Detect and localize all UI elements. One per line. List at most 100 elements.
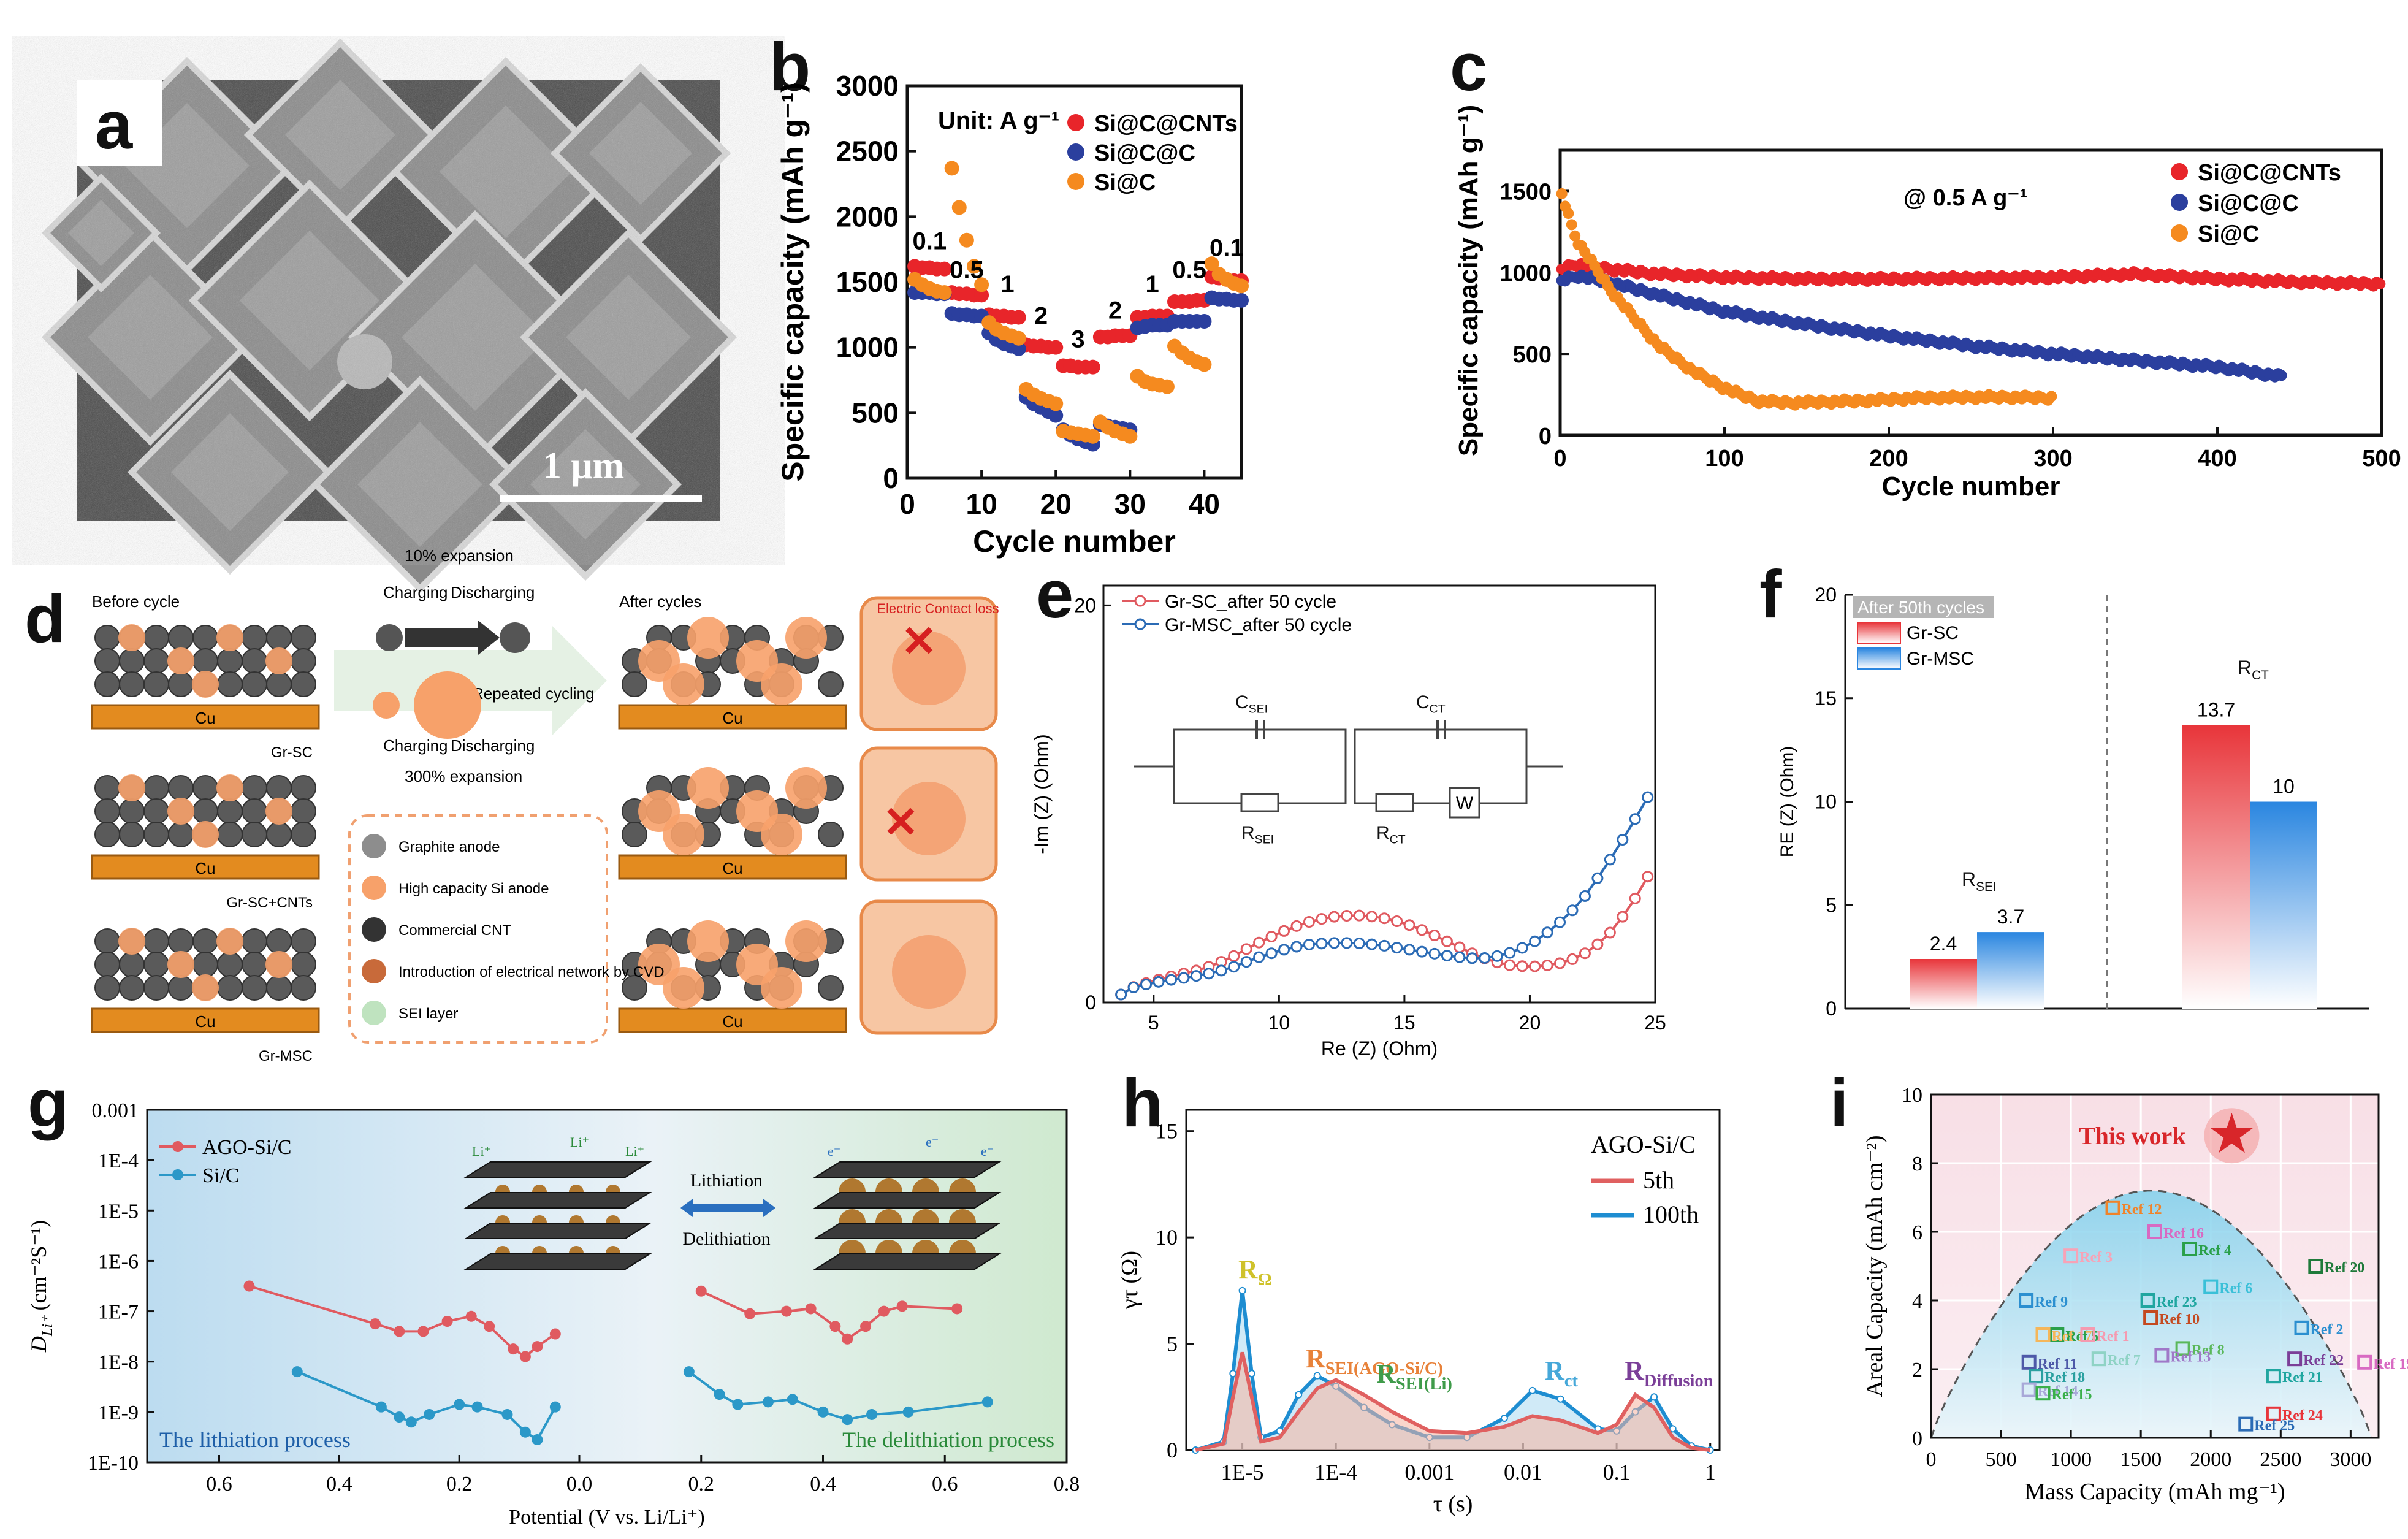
x-tick-label: 3000: [2330, 1448, 2371, 1471]
data-point: [1516, 960, 1528, 972]
x-tick-label: 2000: [2190, 1448, 2231, 1471]
y-axis-label: RE (Z) (Ohm): [1777, 746, 1797, 858]
process-left: The lithiation process: [159, 1427, 351, 1452]
legend-title: After 50th cycles: [1857, 598, 1984, 617]
data-point-marker: [2105, 1200, 2120, 1215]
data-point-label: Ref 3: [2079, 1250, 2113, 1266]
y-tick-label: 0: [1085, 991, 1096, 1014]
copper-foil: [618, 854, 847, 880]
data-point: [1341, 937, 1353, 949]
x-tick-label: 20: [1040, 488, 1072, 520]
data-point: [1566, 953, 1579, 965]
si-particle: [216, 928, 243, 955]
data-point: [532, 1434, 543, 1446]
data-point-Si@C: [937, 285, 952, 300]
graphite-particle: [622, 975, 647, 1001]
y-tick-label: 1E-8: [98, 1351, 139, 1374]
repeated-cycling: Repeated cycling: [472, 684, 594, 703]
graphene-layer: [813, 1253, 1002, 1270]
data-point-Si@C: [944, 161, 959, 176]
data-point: [454, 1399, 465, 1410]
panel-label-h: h: [1122, 1066, 1164, 1141]
sample-name: Gr-MSC: [259, 1048, 313, 1064]
legend-label: Gr-MSC: [1907, 649, 1974, 669]
x-tick-label: 20: [1519, 1012, 1541, 1034]
legend-title: AGO-Si/C: [1591, 1131, 1696, 1158]
graphite-particle: [818, 975, 844, 1001]
data-point-marker: [2266, 1406, 2281, 1421]
y-axis-label: -Im (Z) (Ohm): [1031, 734, 1053, 854]
data-point: [471, 1401, 483, 1413]
data-point: [1290, 941, 1303, 953]
data-point: [1127, 981, 1140, 993]
panel-label-e: e: [1036, 557, 1074, 632]
y-tick-label: 1E-4: [98, 1150, 139, 1172]
discharging-label: Discharging: [451, 583, 535, 601]
data-point: [1253, 936, 1265, 949]
data-point: [1566, 904, 1579, 917]
legend-title-bg: [1853, 596, 1994, 618]
data-point: [860, 1321, 872, 1332]
data-point-label: Ref 21: [2282, 1370, 2323, 1386]
data-point: [1140, 979, 1153, 991]
plot-frame: [1558, 148, 2383, 437]
data-point-label: Ref 25: [2254, 1418, 2295, 1434]
legend-label: Gr-MSC_after 50 cycle: [1165, 615, 1352, 635]
annotation: @ 0.5 A g⁻¹: [1903, 185, 2027, 211]
y-tick-label: 3000: [836, 70, 899, 102]
data-point-Si@C: [1085, 429, 1100, 444]
x-axis-label: Cycle number: [1882, 472, 2060, 502]
y-tick-label: 2000: [836, 200, 899, 232]
legend-label: Si@C: [2198, 221, 2259, 247]
zoom-particle: [892, 782, 966, 855]
si-particle: [167, 647, 194, 674]
y-tick-label: 15: [1815, 687, 1837, 709]
data-point-label: Ref 24: [2282, 1408, 2323, 1424]
panel-label-d: d: [25, 581, 66, 657]
si-particle: [216, 774, 243, 801]
graphite-particle: [818, 822, 844, 847]
si-particle: [265, 798, 292, 825]
data-point: [508, 1343, 519, 1355]
x-tick-label: 1E-4: [1314, 1460, 1357, 1484]
data-point-marker: [2357, 1354, 2372, 1370]
y-tick-label: 20: [1815, 584, 1837, 606]
legend-marker: [1067, 173, 1084, 190]
x-tick-label: 0.4: [326, 1473, 352, 1495]
data-point: [902, 1406, 914, 1418]
y-tick-label: 0: [883, 462, 899, 494]
y-axis-label: DLi⁺ (cm⁻²S⁻¹): [26, 1220, 56, 1353]
y-tick-label: 0.001: [92, 1099, 139, 1122]
data-point-Si@C@CNTs: [1085, 359, 1100, 375]
legend-label: 100th: [1643, 1201, 1699, 1228]
x-tick-label: 1500: [2120, 1448, 2162, 1471]
data-point-label: Ref 13: [2170, 1350, 2211, 1365]
legend-marker: [172, 1141, 183, 1152]
data-point: [1556, 1395, 1564, 1403]
data-point-marker: [2203, 1279, 2219, 1294]
data-point: [549, 1401, 561, 1413]
data-point-Si@C@C: [2276, 370, 2287, 381]
data-point-label: Ref 22: [2303, 1353, 2344, 1369]
data-point: [1617, 833, 1629, 846]
data-point: [291, 1366, 303, 1378]
data-point: [981, 1396, 993, 1408]
data-point: [1428, 930, 1441, 942]
y-tick-label: 1E-9: [98, 1402, 139, 1424]
data-point: [951, 1303, 963, 1315]
x-tick-label: 25: [1644, 1012, 1666, 1034]
data-point-label: Ref 18: [2044, 1370, 2085, 1386]
data-point-marker: [2021, 1354, 2037, 1370]
data-point: [1190, 970, 1202, 982]
data-point-label: Ref 12: [2122, 1202, 2162, 1218]
data-point: [842, 1333, 853, 1345]
si-particle: [167, 951, 194, 978]
y-tick-label: 20: [1074, 594, 1096, 616]
data-point: [1366, 911, 1378, 923]
cu-label: Cu: [722, 859, 742, 877]
data-point: [1428, 947, 1441, 960]
y-tick-label: 5: [1826, 894, 1837, 916]
data-point-Si@C@CNTs: [2374, 278, 2386, 289]
data-point: [842, 1414, 853, 1426]
